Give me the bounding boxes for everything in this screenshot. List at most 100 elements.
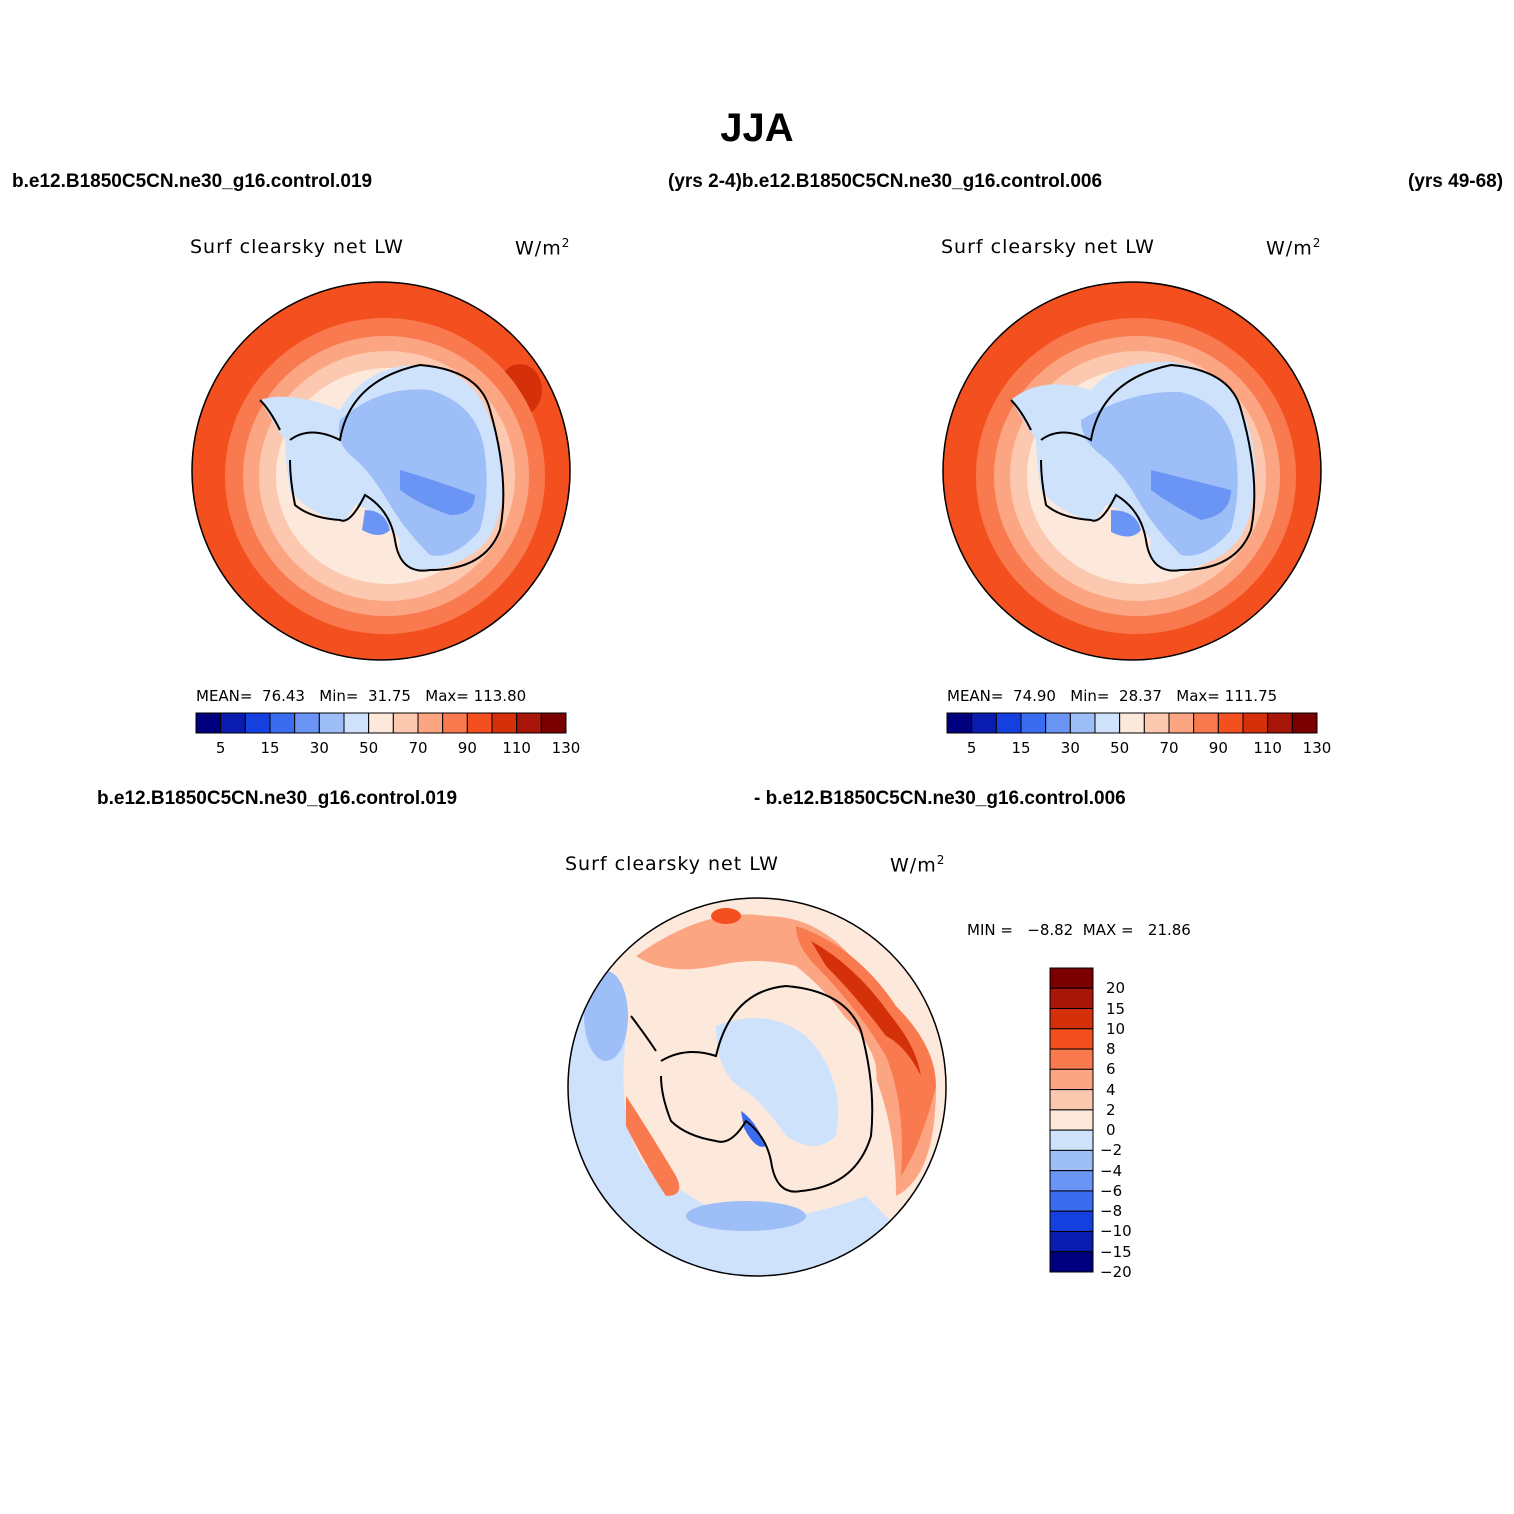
colorbar-swatch <box>1049 987 1094 1010</box>
colorbar-swatch <box>1168 712 1195 734</box>
colorbar-swatch <box>1049 1089 1094 1111</box>
colorbar-tick-label: 90 <box>1208 739 1228 757</box>
colorbar-swatch <box>1049 1190 1094 1212</box>
panel1-stats: MEAN= 76.43 Min= 31.75 Max= 113.80 <box>196 687 527 705</box>
colorbar-tick-label: −20 <box>1100 1263 1132 1281</box>
colorbar-tick-label: 5 <box>215 739 226 757</box>
colorbar-swatch <box>1045 712 1071 734</box>
colorbar-swatch <box>269 712 296 734</box>
colorbar-swatch <box>1143 712 1170 734</box>
panel2-units: W/m2 <box>1266 236 1322 260</box>
colorbar-tick-label: 50 <box>359 739 379 757</box>
panel3-colorbar <box>1049 967 1094 1273</box>
colorbar-tick-label: 70 <box>408 739 428 757</box>
colorbar-swatch <box>1049 967 1094 989</box>
colorbar-swatch <box>1267 712 1293 734</box>
header-top-mid: (yrs 2-4)b.e12.B1850C5CN.ne30_g16.contro… <box>668 171 1103 192</box>
colorbar-tick-label: 110 <box>1253 739 1282 757</box>
colorbar-swatch <box>1049 1068 1094 1091</box>
panel3-units: W/m2 <box>890 853 946 877</box>
colorbar-tick-label: 70 <box>1159 739 1179 757</box>
panel3-map <box>567 897 947 1277</box>
colorbar-tick-label: −10 <box>1100 1222 1132 1241</box>
colorbar-swatch <box>1049 1170 1094 1192</box>
panel2-colorbar <box>946 712 1318 734</box>
colorbar-swatch <box>946 712 973 734</box>
colorbar-swatch <box>1217 712 1244 734</box>
panel2-colorbar-labels: 5 15 30 50 70 90 110 130 <box>947 739 1331 759</box>
colorbar-tick-label: 10 <box>1106 1019 1126 1038</box>
colorbar-tick-label: 5 <box>966 739 977 757</box>
page-title: JJA <box>720 106 794 150</box>
header-bottom-left: b.e12.B1850C5CN.ne30_g16.control.019 <box>97 788 458 809</box>
colorbar-swatch <box>1049 1008 1094 1030</box>
colorbar-tick-label: 15 <box>1011 739 1031 757</box>
panel1-variable: Surf clearsky net LW <box>190 236 404 258</box>
header-bottom-right: - b.e12.B1850C5CN.ne30_g16.control.006 <box>754 788 1126 809</box>
colorbar-swatch <box>491 712 518 734</box>
colorbar-swatch <box>995 712 1022 734</box>
colorbar-swatch <box>1049 1048 1094 1070</box>
colorbar-swatch <box>1119 712 1145 734</box>
colorbar-swatch <box>1094 712 1121 734</box>
colorbar-swatch <box>1291 712 1318 734</box>
panel2-map <box>942 281 1322 661</box>
colorbar-swatch <box>1049 1109 1094 1131</box>
colorbar-tick-label: 90 <box>457 739 477 757</box>
colorbar-swatch <box>1049 1230 1094 1253</box>
colorbar-swatch <box>1242 712 1269 734</box>
colorbar-tick-label: 110 <box>502 739 531 757</box>
panel2-variable: Surf clearsky net LW <box>941 236 1155 258</box>
colorbar-tick-label: −4 <box>1100 1161 1123 1180</box>
panel3-colorbar-labels: 20 15 10 8 6 4 2 0 −2 −4 −6 −8 −10 −15 −20 <box>1100 967 1160 1281</box>
colorbar-swatch <box>971 712 997 734</box>
colorbar-swatch <box>294 712 320 734</box>
colorbar-tick-label: 4 <box>1106 1080 1116 1099</box>
panel1-units: W/m2 <box>515 236 571 260</box>
panel1-map <box>191 281 571 661</box>
colorbar-tick-label: 6 <box>1106 1060 1116 1079</box>
colorbar-swatch <box>1069 712 1096 734</box>
panel3-stats: MIN = −8.82 MAX = 21.86 <box>967 921 1191 939</box>
colorbar-tick-label: 0 <box>1106 1121 1116 1140</box>
colorbar-tick-label: −6 <box>1100 1181 1123 1200</box>
panel2-stats: MEAN= 74.90 Min= 28.37 Max= 111.75 <box>947 687 1278 705</box>
colorbar-swatch <box>1049 1129 1094 1151</box>
colorbar-tick-label: 30 <box>309 739 329 757</box>
colorbar-swatch <box>516 712 542 734</box>
colorbar-tick-label: 8 <box>1106 1040 1116 1059</box>
colorbar-tick-label: 30 <box>1060 739 1080 757</box>
colorbar-tick-label: −8 <box>1100 1202 1123 1221</box>
colorbar-swatch <box>318 712 345 734</box>
colorbar-swatch <box>1020 712 1047 734</box>
header-top-right: (yrs 49-68) <box>1408 171 1504 192</box>
panel1-colorbar <box>195 712 567 734</box>
colorbar-swatch <box>195 712 222 734</box>
colorbar-swatch <box>1193 712 1219 734</box>
colorbar-tick-label: 130 <box>551 739 581 757</box>
colorbar-swatch <box>1049 1149 1094 1172</box>
colorbar-tick-label: −15 <box>1100 1242 1132 1261</box>
colorbar-tick-label: 50 <box>1110 739 1130 757</box>
colorbar-tick-label: 15 <box>1106 999 1126 1018</box>
colorbar-swatch <box>466 712 493 734</box>
colorbar-swatch <box>417 712 444 734</box>
colorbar-swatch <box>540 712 567 734</box>
panel1-colorbar-labels: 5 15 30 50 70 90 110 130 <box>196 739 580 759</box>
colorbar-swatch <box>1049 1210 1094 1232</box>
colorbar-swatch <box>244 712 271 734</box>
header-top-left: b.e12.B1850C5CN.ne30_g16.control.019 <box>12 171 373 192</box>
colorbar-tick-label: −2 <box>1100 1141 1123 1160</box>
colorbar-tick-label: 20 <box>1106 979 1126 998</box>
colorbar-swatch <box>1049 1251 1094 1273</box>
colorbar-swatch <box>220 712 246 734</box>
colorbar-swatch <box>1049 1028 1094 1050</box>
panel3-variable: Surf clearsky net LW <box>565 853 779 875</box>
colorbar-tick-label: 15 <box>260 739 280 757</box>
colorbar-swatch <box>343 712 370 734</box>
colorbar-tick-label: 2 <box>1106 1100 1116 1119</box>
colorbar-swatch <box>392 712 419 734</box>
colorbar-swatch <box>442 712 468 734</box>
colorbar-swatch <box>368 712 394 734</box>
colorbar-tick-label: 130 <box>1302 739 1332 757</box>
